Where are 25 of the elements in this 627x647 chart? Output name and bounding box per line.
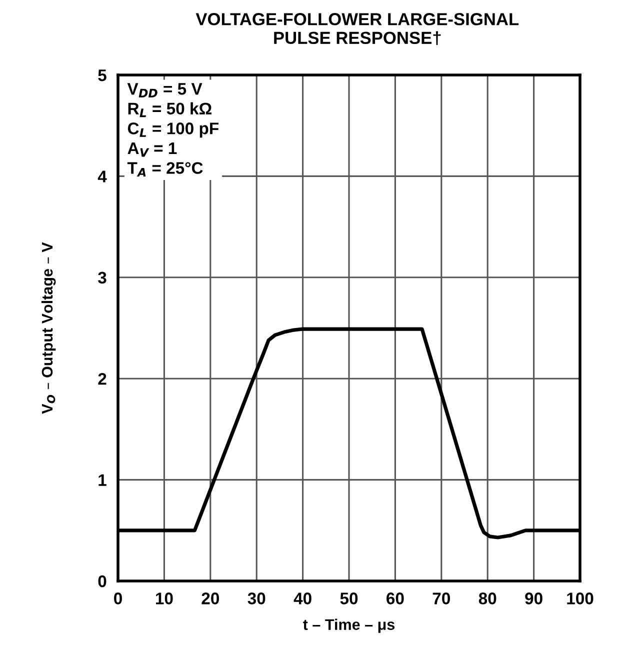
y-tick-label: 2 xyxy=(98,373,106,385)
chart-title: VOLTAGE-FOLLOWER LARGE-SIGNAL PULSE RESPONSE† xyxy=(196,13,519,46)
annotation: R$_{L}$ = 50 kΩ xyxy=(128,102,212,118)
x-tick-label: 90 xyxy=(525,592,542,604)
x-tick-label: 30 xyxy=(248,592,266,604)
x-tick-label: 20 xyxy=(202,592,219,604)
x-tick-label: 100 xyxy=(567,592,594,604)
y-axis-title: V$_{O}$ – Output Voltage – V xyxy=(41,242,56,414)
annotation: C$_{L}$ = 100 pF xyxy=(128,122,219,138)
x-tick-label: 40 xyxy=(294,592,312,604)
annotation: T$_{A}$ = 25°C xyxy=(127,162,203,176)
y-tick-label: 0 xyxy=(98,575,106,588)
x-tick-label: 80 xyxy=(478,592,496,604)
y-tick-label: 5 xyxy=(98,70,106,82)
annotation: A$_{V}$ = 1 xyxy=(128,142,177,157)
x-tick-label: 50 xyxy=(340,592,358,604)
y-tick-label: 4 xyxy=(98,170,107,182)
x-tick-label: 0 xyxy=(114,592,122,604)
x-axis-title: t – Time – μs xyxy=(303,618,395,633)
y-tick-label: 1 xyxy=(98,474,106,486)
x-tick-label: 70 xyxy=(432,592,450,604)
y-tick-label: 3 xyxy=(98,272,106,284)
annotation: V$_{DD}$ = 5 V xyxy=(127,83,202,98)
x-tick-label: 10 xyxy=(156,592,173,604)
x-tick-label: 60 xyxy=(386,592,404,604)
